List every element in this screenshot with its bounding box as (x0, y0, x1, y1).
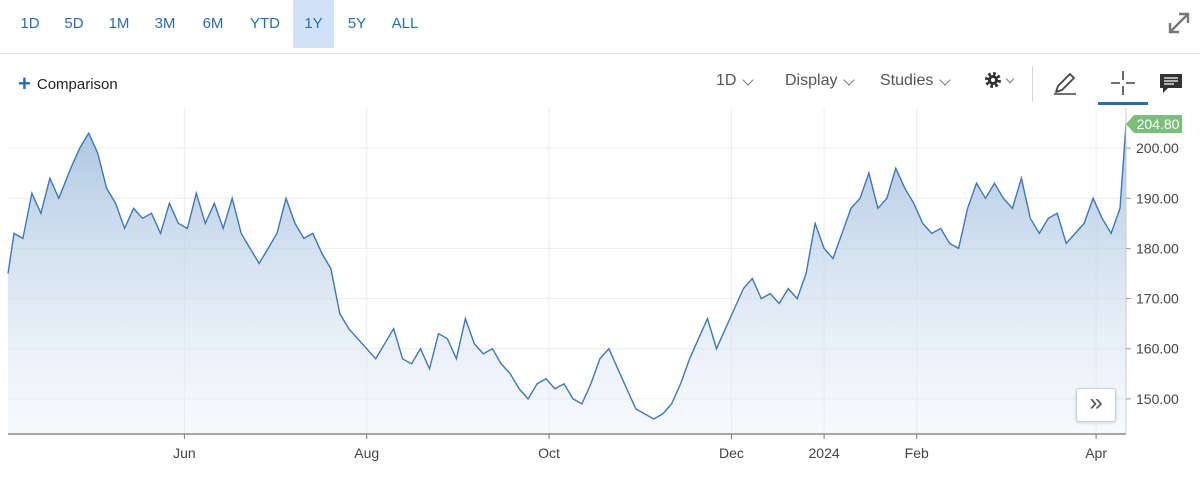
price-area (8, 124, 1126, 434)
chevron-down-icon (939, 74, 952, 86)
y-tick-label: 150.00 (1136, 391, 1179, 407)
interval-dropdown[interactable]: 1D (716, 72, 755, 90)
range-tab-3m[interactable]: 3M (154, 15, 176, 32)
x-tick-label: Dec (719, 445, 744, 461)
settings-dropdown[interactable] (983, 70, 1015, 90)
x-tick-label: Jun (173, 445, 196, 461)
expand-icon[interactable] (1164, 8, 1194, 38)
toolbar-divider (1032, 66, 1033, 102)
double-chevron-right-icon: » (1089, 389, 1103, 416)
range-tab-6m[interactable]: 6M (202, 15, 224, 32)
chart-toolbar: + Comparison 1D Display Studies (0, 58, 1200, 110)
y-tick-label: 170.00 (1136, 291, 1179, 307)
pencil-icon[interactable] (1050, 68, 1080, 98)
chevron-down-icon (843, 74, 856, 86)
range-tab-5d[interactable]: 5D (64, 15, 84, 32)
price-chart[interactable]: 150.00 160.00 170.00 180.00 190.00 200.00 Jun… (0, 108, 1200, 478)
studies-label: Studies (880, 72, 934, 89)
comment-icon[interactable] (1156, 68, 1186, 98)
y-tick-label: 200.00 (1136, 140, 1179, 156)
range-tab-1m[interactable]: 1M (108, 15, 130, 32)
last-price-tag: 204.80 (1126, 115, 1182, 134)
x-tick-label: Apr (1085, 445, 1107, 461)
x-tick-label: Feb (905, 445, 929, 461)
scroll-to-latest-button[interactable]: » (1076, 388, 1116, 422)
y-tick-label: 160.00 (1136, 341, 1179, 357)
gear-icon (985, 72, 1001, 88)
range-tab-1d[interactable]: 1D (20, 15, 40, 32)
chevron-down-icon (1005, 74, 1015, 84)
x-tick-label: 2024 (809, 445, 840, 461)
y-tick-label: 180.00 (1136, 240, 1179, 256)
range-selector: 1D 5D 1M 3M 6M YTD 1Y 5Y ALL (0, 0, 1200, 54)
last-price-label: 204.80 (1137, 116, 1180, 132)
last-price-tag-shape (1126, 115, 1182, 134)
x-tick-label: Oct (538, 445, 560, 461)
chevron-down-icon (742, 74, 755, 86)
y-axis: 150.00 160.00 170.00 180.00 190.00 200.00 (1126, 140, 1179, 407)
range-tab-ytd[interactable]: YTD (250, 15, 280, 32)
comparison-button[interactable]: + Comparison (18, 71, 118, 96)
x-tick-label: Aug (354, 445, 379, 461)
y-tick-label: 190.00 (1136, 190, 1179, 206)
crosshair-active-indicator (1098, 102, 1148, 105)
range-tab-1y[interactable]: 1Y (293, 0, 334, 48)
range-tab-5y[interactable]: 5Y (347, 15, 367, 32)
display-dropdown[interactable]: Display (785, 72, 856, 90)
price-series-line (7, 123, 1127, 420)
studies-dropdown[interactable]: Studies (880, 72, 952, 90)
crosshair-icon[interactable] (1108, 68, 1138, 98)
plus-icon: + (18, 71, 31, 96)
comparison-label: Comparison (36, 75, 118, 93)
range-tab-all[interactable]: ALL (391, 15, 419, 32)
x-axis: Jun Aug Oct Dec 2024 Feb Apr (173, 434, 1107, 461)
interval-label: 1D (716, 72, 737, 89)
display-label: Display (785, 72, 838, 89)
